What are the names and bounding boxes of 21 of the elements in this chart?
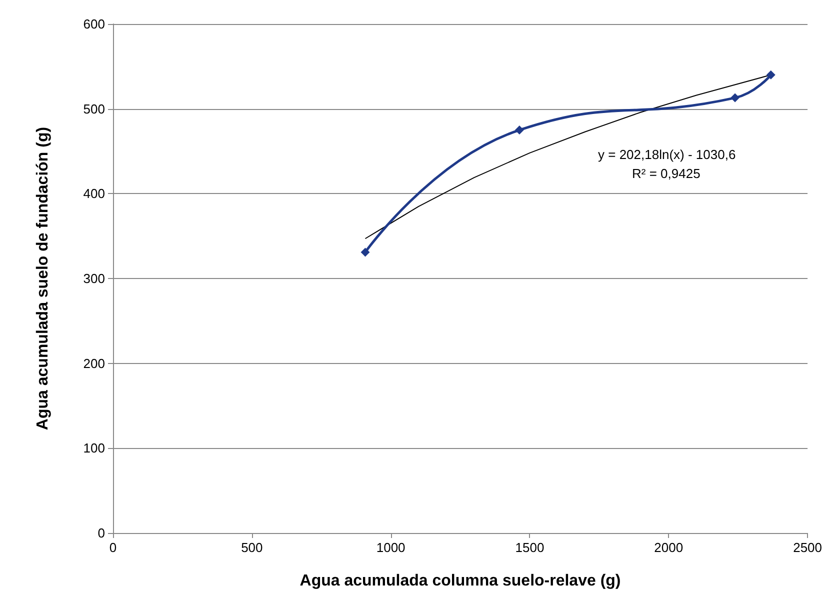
x-tick-label: 2000 (654, 540, 684, 555)
x-tick-label: 1000 (376, 540, 406, 555)
y-tick-label: 100 (83, 440, 105, 456)
x-tick-label: 500 (241, 540, 263, 555)
point (514, 126, 524, 135)
annotation: R² = 0,9425 (632, 166, 700, 181)
annotation: y = 202,18ln(x) - 1030,6 (598, 147, 736, 162)
y-tick-label: 0 (98, 526, 105, 540)
x-tick-label: 1500 (515, 540, 544, 555)
y-tick-label: 400 (83, 186, 105, 202)
y-tick-label: 300 (83, 271, 105, 286)
y-axis-title: Agua acumulada suelo de fundación (g) (34, 126, 52, 430)
x-tick-label: 2500 (793, 540, 822, 555)
y-tick-label: 500 (83, 101, 105, 116)
point (766, 70, 776, 80)
point (730, 93, 740, 102)
y-tick-label: 200 (83, 356, 105, 371)
x-tick-label: 0 (109, 540, 117, 555)
point (360, 248, 370, 257)
x-axis-title: Agua acumulada columna suelo-relave (g) (300, 572, 621, 590)
y-tick-label: 600 (83, 16, 105, 32)
